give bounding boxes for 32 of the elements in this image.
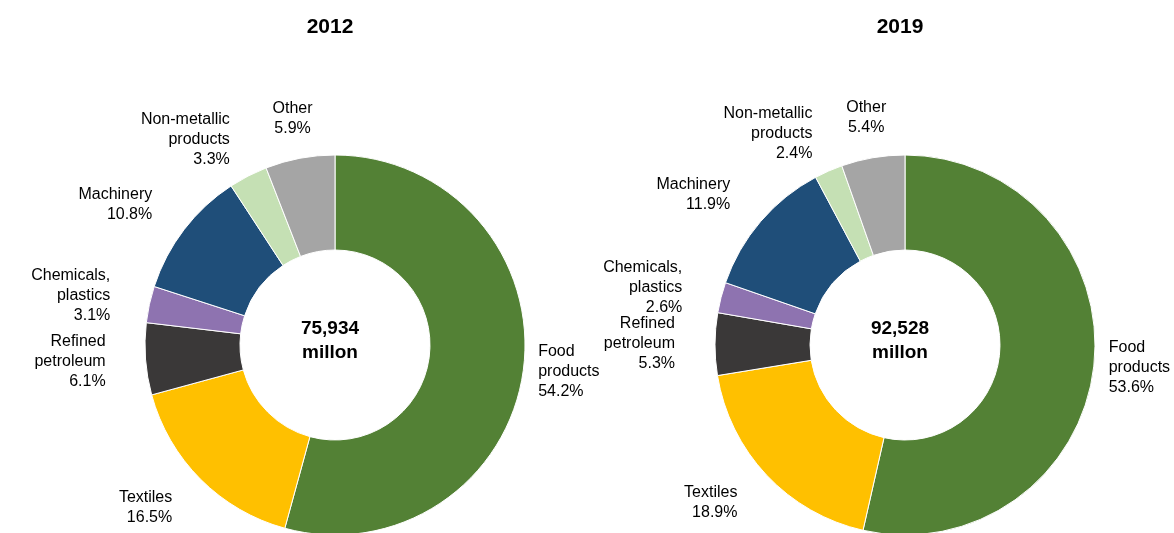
chart-title: 2012 xyxy=(305,14,355,38)
slice-label: Textiles xyxy=(684,482,738,500)
data-label: 3.3% xyxy=(193,150,230,168)
data-label: 2.6% xyxy=(645,297,683,315)
data-label: 3.1% xyxy=(73,306,111,324)
text: 92,528 millon xyxy=(869,316,931,364)
data-label: 10.8% xyxy=(106,205,153,223)
data-label: 2.4% xyxy=(775,144,813,162)
slice-label: Chemicals, plastics xyxy=(31,266,111,304)
data-label: 54.2% xyxy=(538,382,584,400)
data-label: 6.1% xyxy=(69,372,106,390)
slice-label: Chemicals, plastics xyxy=(603,257,683,295)
data-label: 5.3% xyxy=(638,354,675,372)
data-label: 16.5% xyxy=(126,507,173,525)
slice-label: Food products xyxy=(1108,338,1171,376)
data-label: 5.9% xyxy=(274,119,311,137)
slice-label: Refined petroleum xyxy=(603,314,675,352)
slice-label: Machinery xyxy=(78,185,153,203)
slice-label: Food products xyxy=(538,342,600,380)
slice-label: Non-metallic products xyxy=(140,110,230,148)
data-label: 18.9% xyxy=(692,502,738,520)
text: 75,934 millon xyxy=(299,316,361,364)
data-label: 11.9% xyxy=(686,195,731,213)
slice-label: Other xyxy=(846,98,887,116)
slice-label: Machinery xyxy=(656,175,731,193)
slice-label: Other xyxy=(272,99,314,117)
slice-label: Textiles xyxy=(118,487,173,505)
chart-title: 2019 xyxy=(875,14,925,38)
data-label: 53.6% xyxy=(1108,378,1155,396)
slice-label: Refined petroleum xyxy=(34,332,106,370)
data-label: 5.4% xyxy=(847,118,885,136)
slice-label: Non-metallic products xyxy=(723,104,813,142)
